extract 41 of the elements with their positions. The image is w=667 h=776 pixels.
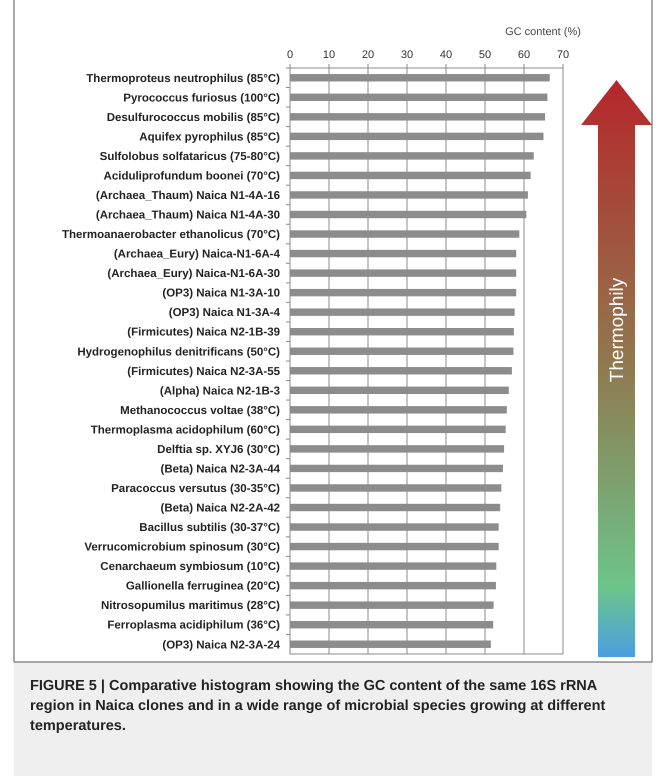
caption: FIGURE 5 | Comparative histogram showing the GC content of the same 16S rRNA region in Naica clones and in a wide range of microbial species growing at different temperatures. [30,677,606,736]
x-tick-label: 0 [286,49,294,61]
y-tick-label: (Archaea_Thaum) Naica N1-4A-30 [96,210,280,222]
y-tick-label: Thermoplasma acidophilum (60°C) [90,424,280,436]
x-tick-label: 50 [478,49,492,61]
x-tick-label: 10 [322,49,336,61]
y-tick-label: (Beta) Naica N2-3A-44 [160,463,281,476]
x-tick-label: 40 [440,49,452,61]
y-tick-label: Pyrococcus furiosus (100°C) [123,92,280,104]
y-tick-label: (OP3) Naica N1-3A-10 [162,288,280,300]
y-tick-label: Verrucomicrobium spinosum (30°C) [84,542,280,554]
y-tick-label: Gallionella ferruginea (20°C) [126,580,280,593]
gradient-arrow: Thermophily [581,80,652,657]
y-tick-label: Paracoccus versutus (30-35°C) [111,482,280,495]
y-tick-label: Methanococcus voltae (38°C) [120,404,280,417]
y-tick-label: Ferroplasma acidiphilum (36°C) [107,620,280,632]
y-tick-label: (Firmicutes) Naica N2-1B-39 [127,326,280,339]
y-tick-label: (Archaea_Thaum) Naica N1-4A-16 [96,190,280,202]
y-tick-label: Aquifex pyrophilus (85°C) [139,131,280,144]
y-tick-label: Bacillus subtilis (30-37°C) [139,522,280,534]
y-tick-label: (Firmicutes) Naica N2-3A-55 [127,366,281,378]
y-tick-label: Aciduliprofundum boonei (70°C) [104,170,280,182]
y-tick-label: Nitrosopumilus maritimus (28°C) [100,600,280,612]
y-tick-label: (Archaea_Eury) Naica-N1-6A-30 [107,268,280,280]
y-tick-label: (Archaea_Eury) Naica-N1-6A-4 [114,248,281,261]
y-tick-label: Cenarchaeum symbiosum (10°C) [100,561,280,574]
y-tick-label: Hydrogenophilus denitrificans (50°C) [77,346,280,358]
x-tick-label: 60 [518,49,530,61]
y-tick-label: (OP3) Naica N2-3A-24 [162,639,281,652]
y-tick-label: Desulfurococcus mobilis (85°C) [106,112,280,124]
y-tick-label: Sulfolobus solfataricus (75-80°C) [100,150,280,163]
x-tick-label: 70 [556,49,570,61]
x-tick-label: 30 [400,49,414,61]
x-axis-title: GC content (%) [505,26,581,38]
x-tick-label: 20 [362,49,374,61]
y-tick-label: Delftia sp. XYJ6 (30°C) [157,444,280,456]
y-tick-label: Thermoproteus neutrophilus (85°C) [86,72,280,85]
y-tick-label: (Alpha) Naica N2-1B-3 [160,385,280,398]
y-tick-label: (OP3) Naica N1-3A-4 [168,307,281,320]
y-tick-label: Thermoanaerobacter ethanolicus (70°C) [62,229,280,242]
y-tick-label: (Beta) Naica N2-2A-42 [160,502,280,515]
